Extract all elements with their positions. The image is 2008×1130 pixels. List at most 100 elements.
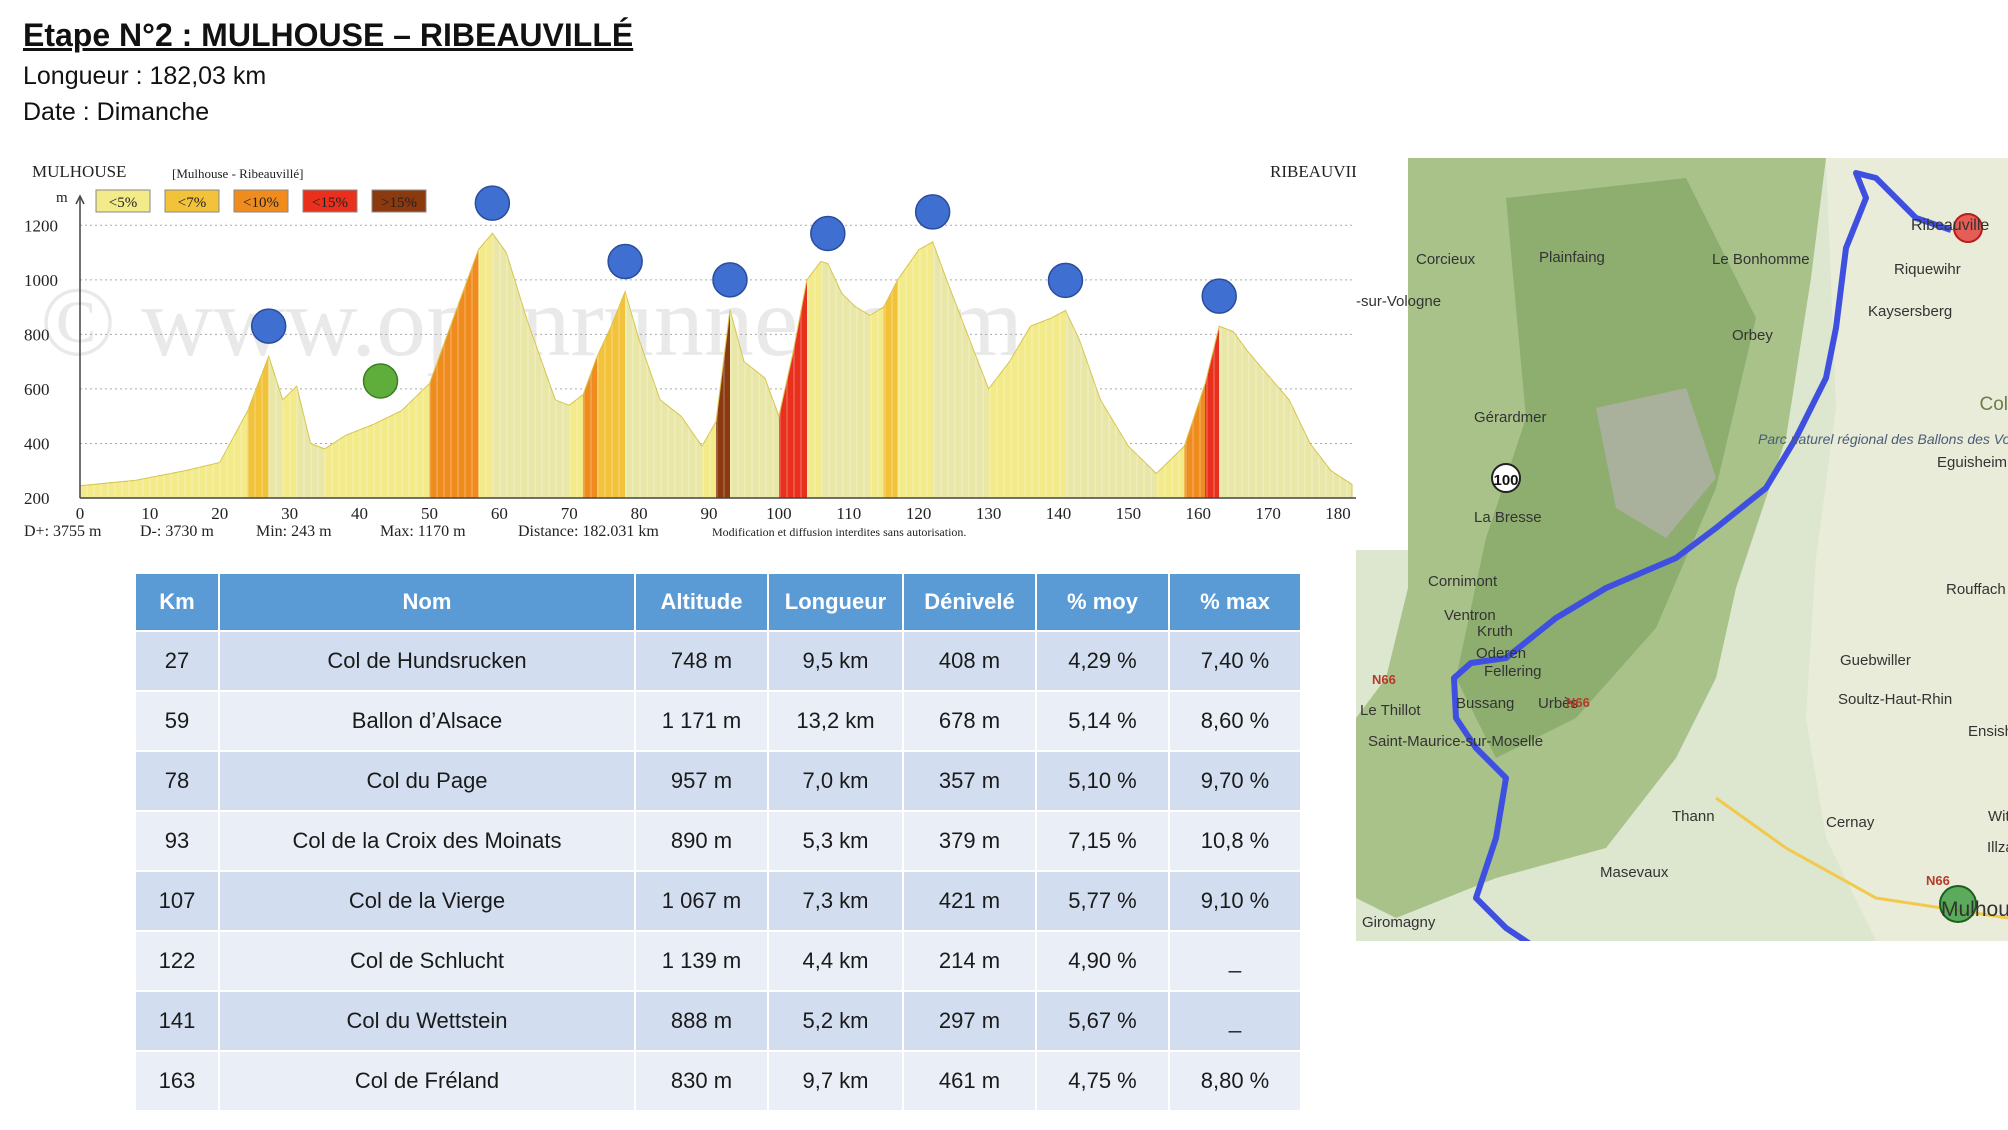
cell-altitude: 957 m	[634, 750, 769, 812]
cell-pct-max: 9,70 %	[1168, 750, 1302, 812]
stat-max: Max: 1170 m	[380, 523, 466, 540]
x-tick-label: 180	[1325, 504, 1351, 523]
map-place-label: Orbey	[1732, 327, 1773, 344]
cell-denivele: 461 m	[902, 1050, 1037, 1112]
map-place-label: Illzac	[1987, 839, 2008, 856]
map-place-label: Eguisheim	[1937, 454, 2007, 471]
cell-nom: Col de Schlucht	[218, 930, 636, 992]
x-tick-label: 30	[281, 504, 298, 523]
map-place-label: La Bresse	[1474, 509, 1542, 526]
map-place-label: Masevaux	[1600, 864, 1669, 881]
cell-altitude: 1 171 m	[634, 690, 769, 752]
map-place-label: Ventron	[1444, 607, 1496, 624]
map-top-left-blank	[1356, 158, 1408, 550]
table-row: 163 Col de Fréland 830 m 9,7 km 461 m 4,…	[134, 1050, 1302, 1112]
cell-nom: Col du Wettstein	[218, 990, 636, 1052]
x-tick-label: 70	[561, 504, 578, 523]
cell-pct-max: _	[1168, 990, 1302, 1052]
map-place-labels: Ribeauville Riquewihr Kaysersberg Corcieux P…	[1356, 217, 2008, 931]
cell-km: 93	[134, 810, 220, 872]
road-number-label: N66	[1372, 672, 1396, 687]
cell-denivele: 421 m	[902, 870, 1037, 932]
col-header-longueur: Longueur	[767, 572, 904, 632]
map-place-label: Urbès	[1538, 695, 1578, 712]
cell-nom: Col de Hundsrucken	[218, 630, 636, 692]
start-town-label: MULHOUSE	[32, 162, 126, 181]
cell-longueur: 4,4 km	[767, 930, 904, 992]
stat-min: Min: 243 m	[256, 523, 332, 540]
table-header-row: Km Nom Altitude Longueur Dénivelé % moy …	[134, 572, 1302, 632]
col-header-altitude: Altitude	[634, 572, 769, 632]
map-place-label: Mulhous	[1941, 898, 2008, 921]
climb-markers	[250, 185, 1237, 399]
table-row: 122 Col de Schlucht 1 139 m 4,4 km 214 m…	[134, 930, 1302, 992]
climbs-table: Km Nom Altitude Longueur Dénivelé % moy …	[134, 572, 1302, 1112]
stat-dminus: D-: 3730 m	[140, 523, 214, 540]
cell-nom: Col de la Vierge	[218, 870, 636, 932]
kilometre-marker	[1491, 463, 1521, 493]
y-tick-label: 1000	[24, 271, 58, 290]
map-place-label: Cornimont	[1428, 573, 1498, 590]
cell-altitude: 890 m	[634, 810, 769, 872]
map-place-label: Rouffach	[1946, 581, 2006, 598]
table-row: 78 Col du Page 957 m 7,0 km 357 m 5,10 %…	[134, 750, 1302, 812]
map-place-label: Guebwiller	[1840, 652, 1911, 669]
slope-legend: <5% <7% <10% <15% >15%	[95, 189, 427, 213]
cell-pct-moy: 5,77 %	[1035, 870, 1170, 932]
x-tick-label: 140	[1046, 504, 1072, 523]
end-town-label: RIBEAUVILLé	[1270, 162, 1380, 181]
table-row: 93 Col de la Croix des Moinats 890 m 5,3…	[134, 810, 1302, 872]
col-header-pct-moy: % moy	[1035, 572, 1170, 632]
cell-altitude: 1 139 m	[634, 930, 769, 992]
stat-dplus: D+: 3755 m	[24, 523, 102, 540]
table-row: 59 Ballon d’Alsace 1 171 m 13,2 km 678 m…	[134, 690, 1302, 752]
map-place-label: Col	[1979, 394, 2008, 415]
x-tick-labels: 0 10 20 30 40 50 60 70 80 90 100 110 120 130 140 150 160…	[76, 504, 1351, 523]
cell-pct-moy: 4,75 %	[1035, 1050, 1170, 1112]
col-header-pct-max: % max	[1168, 572, 1302, 632]
cell-pct-moy: 5,67 %	[1035, 990, 1170, 1052]
cell-denivele: 214 m	[902, 930, 1037, 992]
x-tick-label: 130	[976, 504, 1002, 523]
map-place-label: Soultz-Haut-Rhin	[1838, 691, 1952, 708]
legend-label: <7%	[178, 195, 206, 211]
finish-marker	[1953, 213, 1983, 243]
y-tick-label: 800	[24, 325, 50, 344]
col-header-denivele: Dénivelé	[902, 572, 1037, 632]
route-label: [Mulhouse - Ribeauvillé]	[172, 166, 303, 181]
start-marker	[1939, 885, 1977, 923]
cell-pct-moy: 4,29 %	[1035, 630, 1170, 692]
high-terrain	[1456, 178, 1756, 758]
map-place-label: Oderen	[1476, 645, 1526, 662]
x-tick-label: 20	[211, 504, 228, 523]
y-tick-label: 200	[24, 489, 50, 508]
cell-km: 163	[134, 1050, 220, 1112]
cell-denivele: 297 m	[902, 990, 1037, 1052]
legend-swatch	[95, 189, 151, 213]
map-place-label: Saint-Maurice-sur-Moselle	[1368, 733, 1543, 750]
x-tick-label: 110	[836, 504, 861, 523]
cell-longueur: 9,5 km	[767, 630, 904, 692]
cell-pct-moy: 4,90 %	[1035, 930, 1170, 992]
x-tick-label: 160	[1185, 504, 1211, 523]
map-place-label: Bussang	[1456, 695, 1514, 712]
map-place-label: Ribeauville	[1911, 217, 1989, 234]
legend-label: >15%	[381, 195, 417, 211]
x-tick-label: 170	[1255, 504, 1281, 523]
cell-denivele: 357 m	[902, 750, 1037, 812]
cell-pct-max: 9,10 %	[1168, 870, 1302, 932]
x-tick-label: 150	[1116, 504, 1142, 523]
climb-marker	[607, 243, 643, 280]
route-map: Ribeauville Riquewihr Kaysersberg Corcieux P…	[1356, 158, 2008, 941]
cell-altitude: 1 067 m	[634, 870, 769, 932]
y-tick-labels: 200 400 600 800 1000 1200	[24, 216, 58, 508]
y-tick-label: 400	[24, 434, 50, 453]
cell-altitude: 830 m	[634, 1050, 769, 1112]
x-tick-label: 90	[701, 504, 718, 523]
legend-label: <15%	[312, 195, 348, 211]
map-place-label: Cernay	[1826, 814, 1875, 831]
map-place-label: Parc naturel régional des Ballons des Vo…	[1758, 431, 2008, 447]
legend-label: <10%	[243, 195, 279, 211]
table-row: 27 Col de Hundsrucken 748 m 9,5 km 408 m…	[134, 630, 1302, 692]
x-tick-label: 100	[766, 504, 792, 523]
